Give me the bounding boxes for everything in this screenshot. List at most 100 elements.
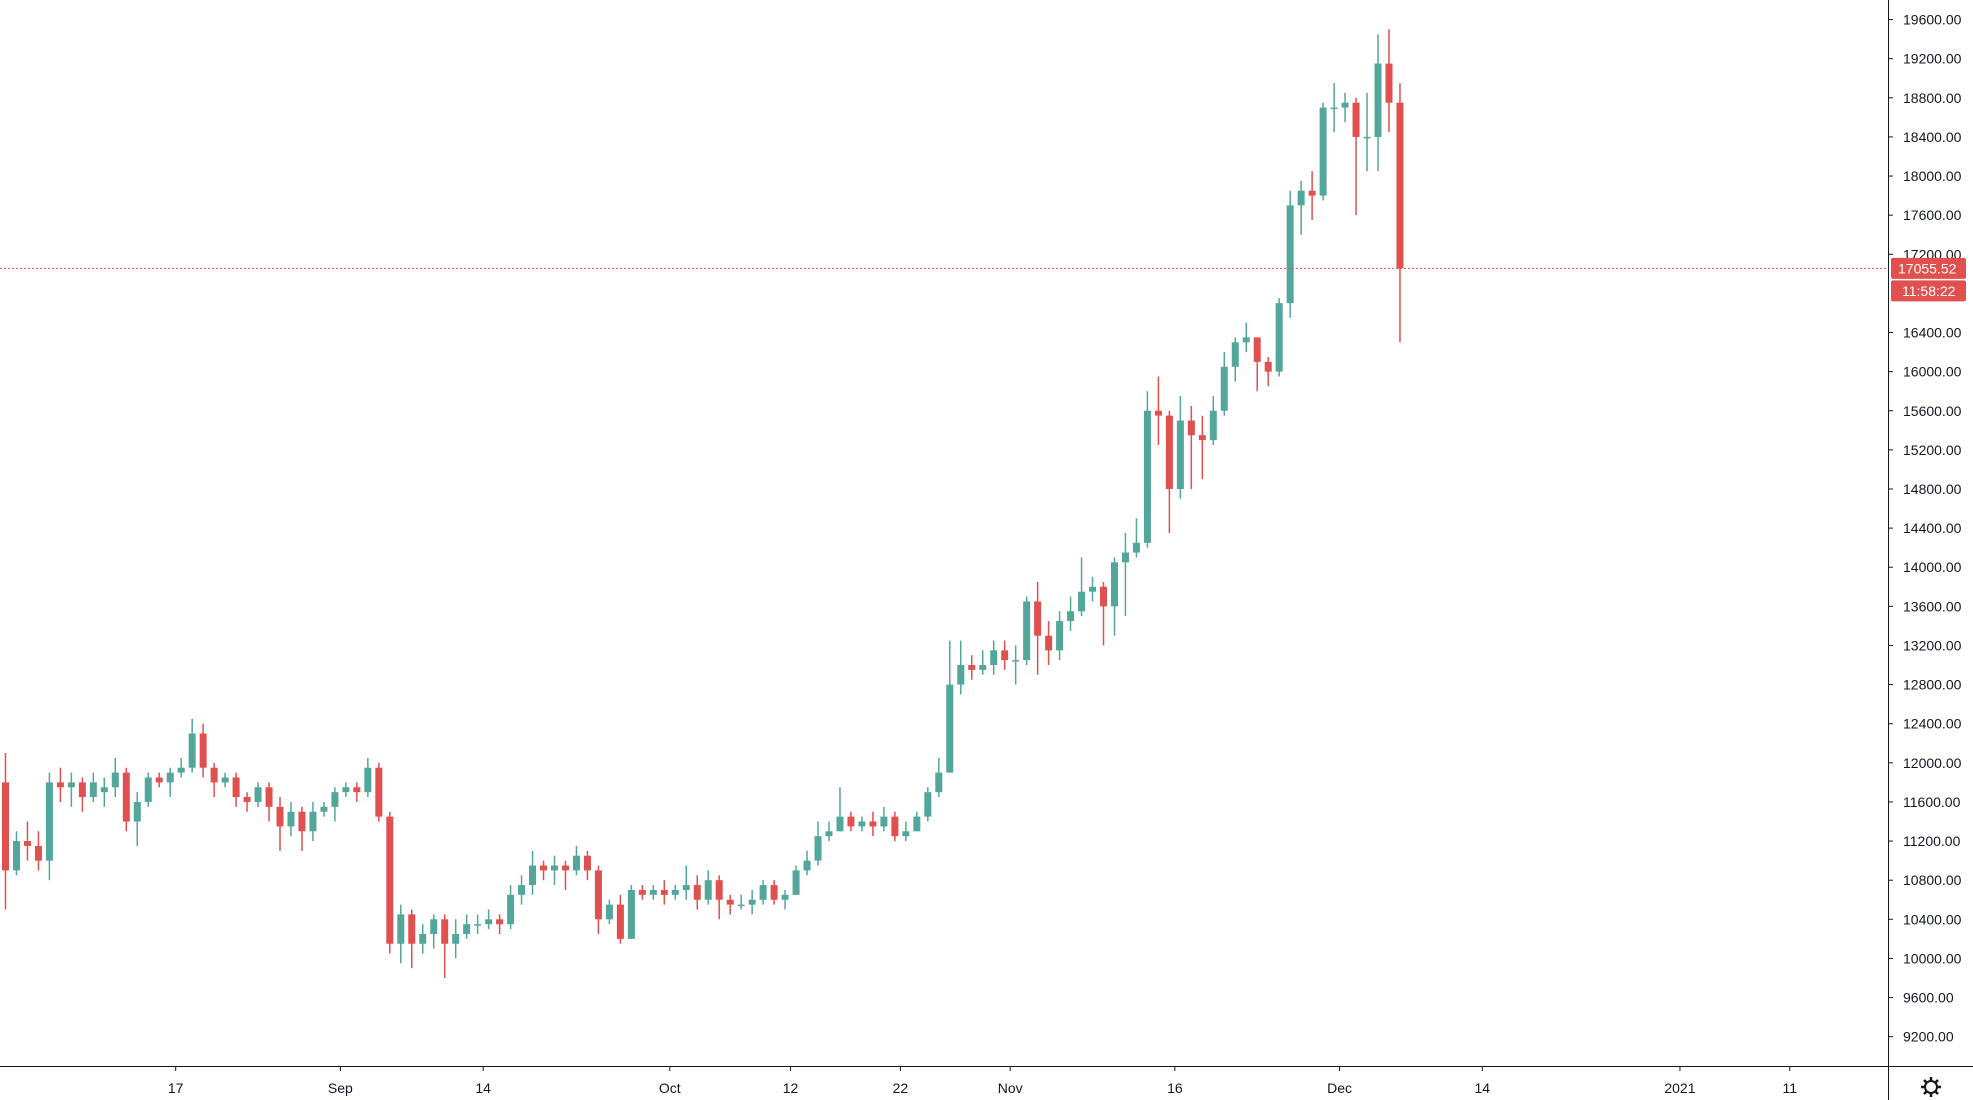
candle [166, 767, 174, 798]
candle-countdown-badge-box [1891, 280, 1966, 302]
candle-body [375, 767, 383, 817]
candle-body [507, 894, 515, 925]
candle [627, 885, 635, 939]
candle [496, 914, 504, 934]
candle [1374, 34, 1382, 172]
candle-body [23, 841, 31, 846]
candle [430, 914, 438, 949]
candle [1341, 92, 1349, 123]
candle [924, 787, 932, 822]
candle [1034, 581, 1042, 675]
candle-body [682, 885, 690, 890]
price-tick-label: 18400.00 [1903, 129, 1962, 145]
candle [1001, 640, 1009, 670]
candle-body [397, 914, 405, 944]
candle-body [594, 870, 602, 920]
time-tick-label: Sep [328, 1080, 353, 1096]
candle [298, 806, 306, 851]
candle-body [529, 865, 537, 886]
candle [1396, 83, 1404, 343]
price-tick-label: 12400.00 [1903, 716, 1962, 732]
candle [572, 845, 580, 876]
time-tick-label: 14 [1475, 1080, 1491, 1096]
candle-body [309, 811, 317, 832]
candle [408, 909, 416, 969]
candle [1286, 190, 1294, 318]
candle [902, 821, 910, 842]
candle-body [210, 767, 218, 783]
time-tick-label: 22 [893, 1080, 909, 1096]
candle [1297, 180, 1305, 235]
candle-body [1231, 342, 1239, 367]
candle [67, 772, 75, 807]
candle [353, 782, 361, 802]
candle [726, 894, 734, 915]
candle [869, 811, 877, 837]
candle-body [441, 919, 449, 944]
candle [276, 797, 284, 851]
candle-body [353, 787, 361, 793]
candle [507, 885, 515, 930]
candle-body [1089, 586, 1097, 592]
price-tick-label: 12800.00 [1903, 677, 1962, 693]
candle-body [671, 889, 679, 895]
candle [89, 772, 97, 802]
candle [56, 767, 64, 802]
candle [847, 811, 855, 832]
candle [770, 880, 778, 905]
candle [583, 850, 591, 881]
candle-body [166, 772, 174, 783]
candle-body [924, 792, 932, 817]
candle [979, 650, 987, 675]
candle [561, 860, 569, 890]
candle [254, 782, 262, 807]
price-tick-label: 17600.00 [1903, 207, 1962, 223]
candle-body [990, 650, 998, 666]
candle-body [1121, 552, 1129, 563]
candle [1231, 337, 1239, 382]
candle-body [649, 889, 657, 895]
candle-body [276, 806, 284, 827]
candle [232, 772, 240, 807]
candle-body [759, 885, 767, 900]
candle-body [891, 816, 899, 837]
time-tick-label: Nov [998, 1080, 1023, 1096]
candle-body [386, 816, 394, 944]
candle [1023, 596, 1031, 666]
price-tick-label: 19200.00 [1903, 51, 1962, 67]
candle [309, 801, 317, 842]
candle-body [496, 919, 504, 925]
price-tick-label: 15200.00 [1903, 442, 1962, 458]
price-axis[interactable]: 9200.00 9600.00 10000.00 10400.00 10800.00 11… [1888, 12, 1962, 1045]
candle-body [869, 821, 877, 827]
candle [803, 850, 811, 876]
candle-body [1264, 361, 1272, 372]
candle [452, 919, 460, 959]
candle-body [1154, 410, 1162, 416]
candle [1275, 298, 1283, 377]
candle-body [1319, 107, 1327, 196]
candle-body [638, 889, 646, 895]
candle-body [902, 831, 910, 837]
candle-body [89, 782, 97, 798]
candle-body [518, 885, 526, 895]
candle-body [1352, 102, 1360, 137]
candle-body [858, 821, 866, 827]
candle-body [726, 899, 734, 905]
candle-body [1286, 205, 1294, 304]
candle [221, 772, 229, 788]
candle-body [364, 767, 372, 793]
candle-body [979, 665, 987, 670]
candle-body [1363, 136, 1371, 139]
candle-body [540, 865, 548, 871]
candle [540, 860, 548, 881]
candle-body [704, 880, 712, 900]
candle [177, 757, 185, 778]
candles-layer [2, 29, 1404, 978]
candle [1165, 410, 1173, 533]
settings-gear-icon[interactable] [1921, 1077, 1941, 1097]
candle-body [1220, 366, 1228, 411]
candle-body [1100, 586, 1107, 607]
time-axis[interactable]: 17 Sep 14 Oct 12 22 Nov 16 Dec 14 2021 11 [168, 1066, 1797, 1096]
